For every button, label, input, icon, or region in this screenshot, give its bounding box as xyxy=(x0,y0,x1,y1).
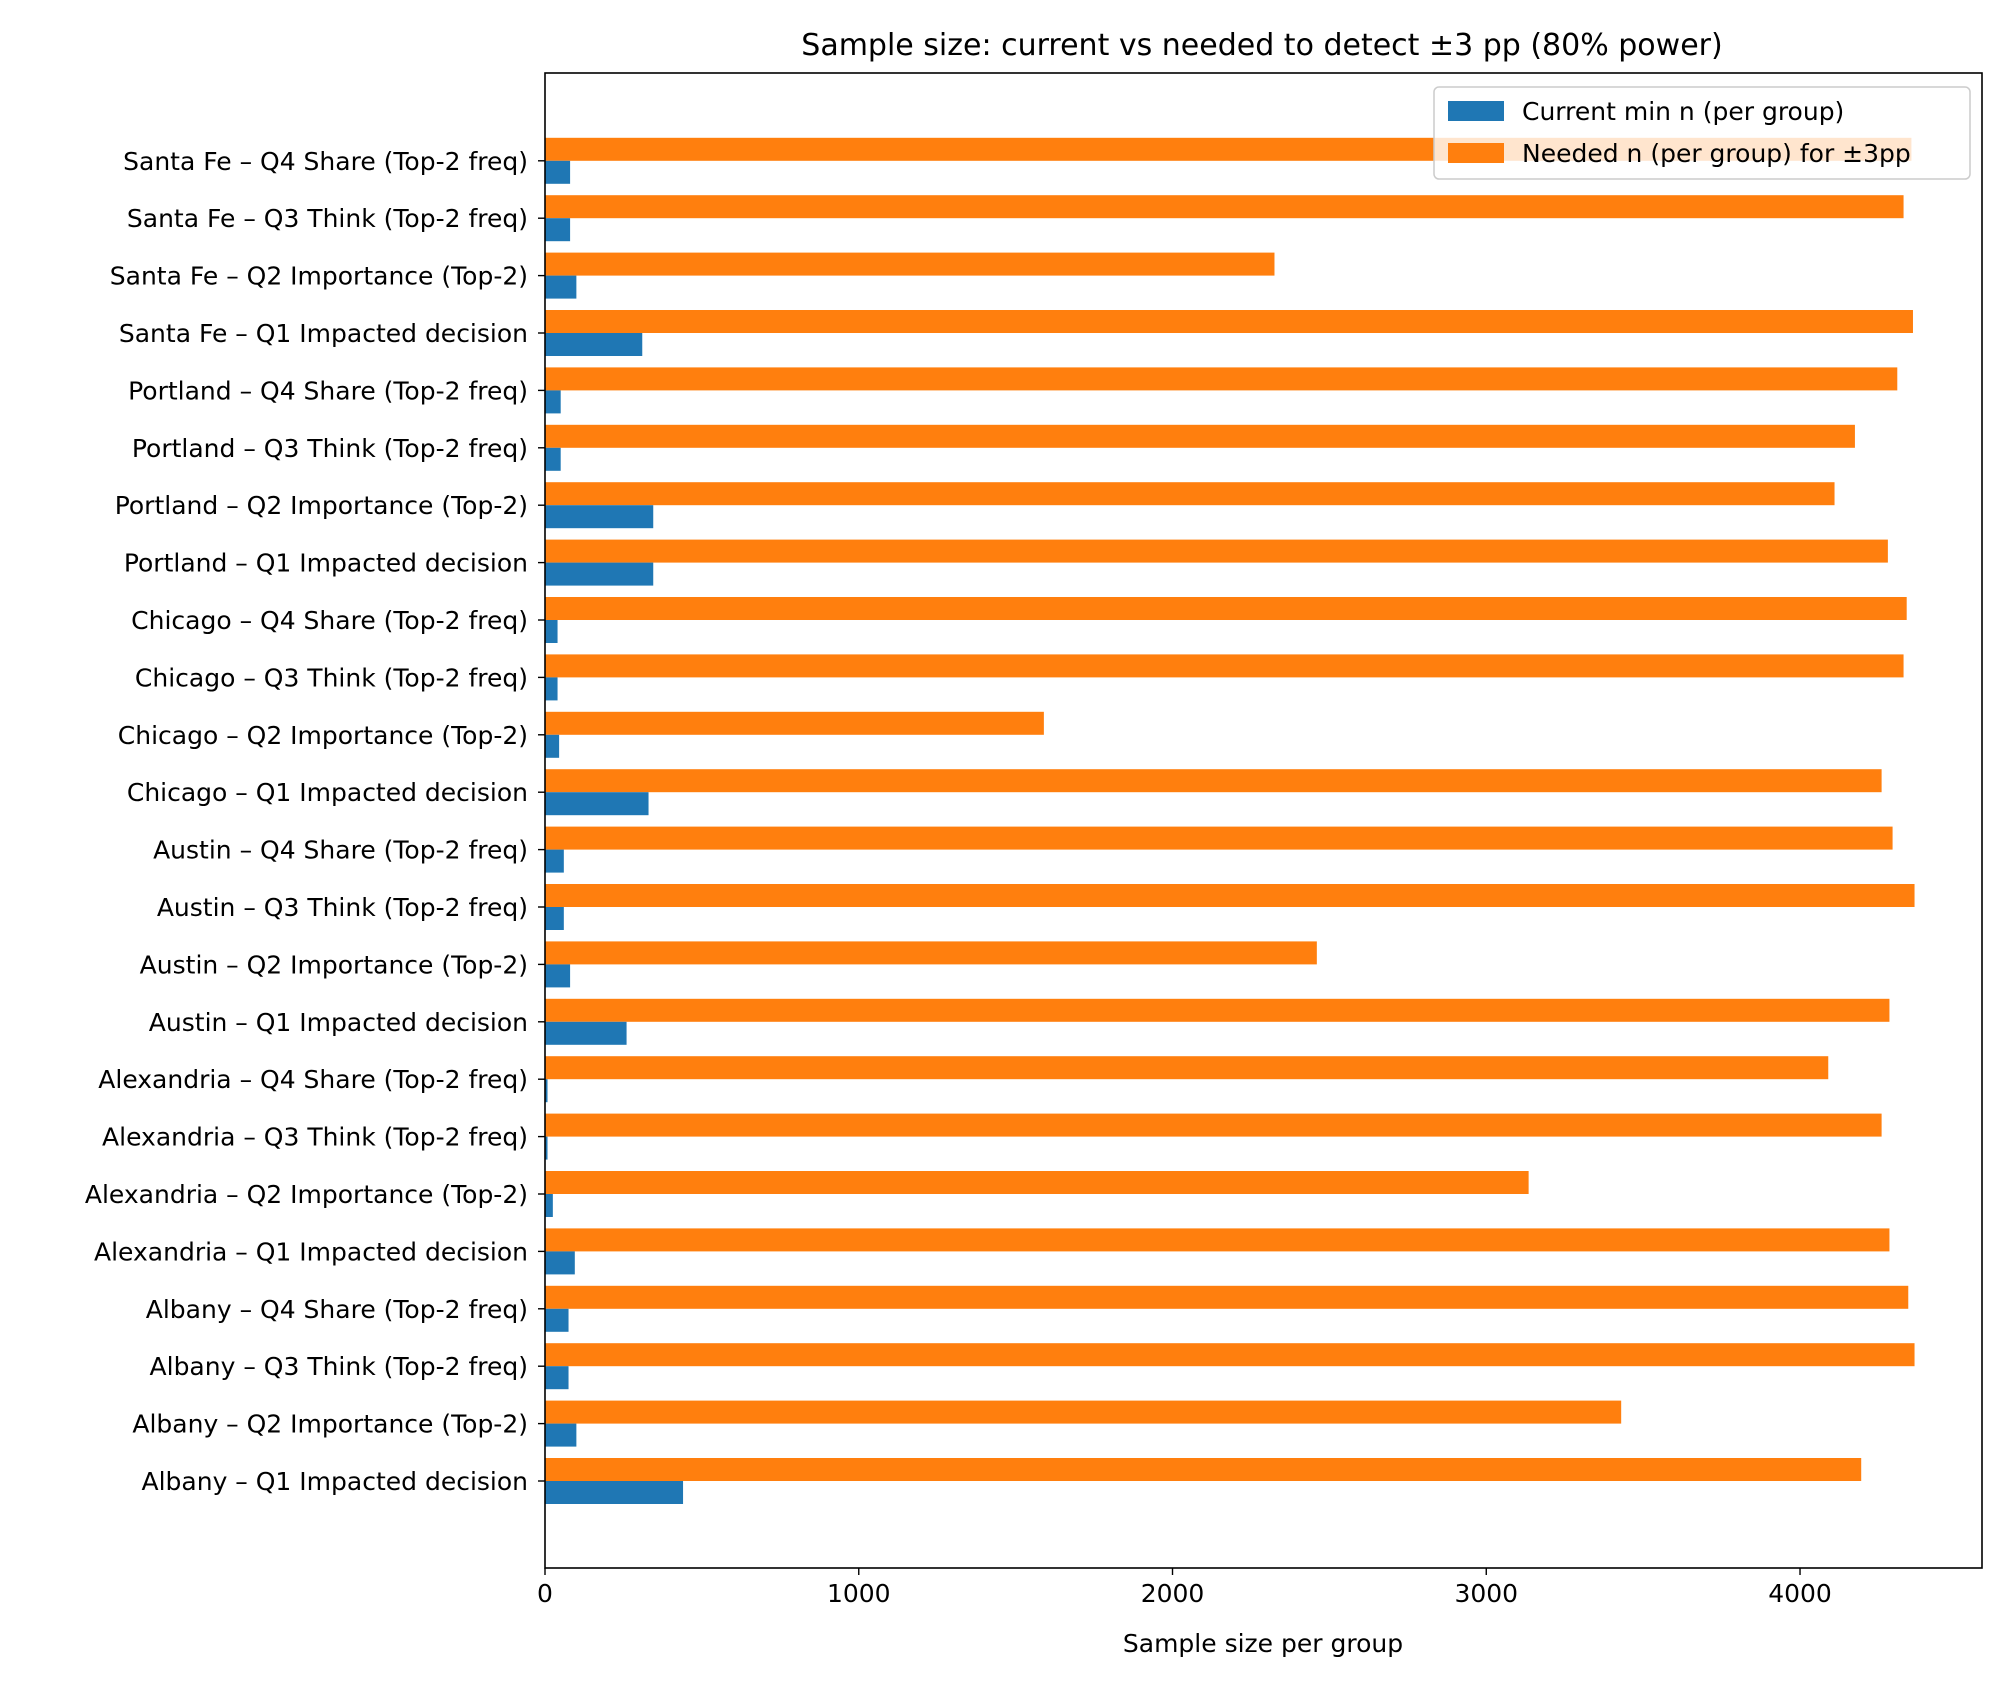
bar-current xyxy=(545,1194,553,1217)
bar-current xyxy=(545,1021,627,1045)
legend: Current min n (per group) Needed n (per g… xyxy=(1433,86,1971,180)
y-tick-label: Alexandria – Q1 Impacted decision xyxy=(94,1237,528,1266)
bar-needed xyxy=(545,711,1044,735)
x-axis: 0 1000 2000 3000 4000 xyxy=(537,1568,1832,1608)
legend-swatch-needed xyxy=(1448,143,1504,163)
legend-label-current: Current min n (per group) xyxy=(1522,97,1844,126)
bar-needed xyxy=(545,1458,1862,1481)
bar-needed xyxy=(545,884,1915,907)
bar-current xyxy=(545,1079,548,1103)
bar-current xyxy=(545,505,654,529)
bar-needed xyxy=(545,1228,1890,1252)
legend-label-needed: Needed n (per group) for ±3pp xyxy=(1522,139,1911,168)
bar-current xyxy=(545,1366,569,1390)
y-tick-label: Santa Fe – Q2 Importance (Top-2) xyxy=(110,262,528,291)
bar-current xyxy=(545,562,654,586)
bar-current xyxy=(545,620,558,643)
bar-needed xyxy=(545,1056,1829,1080)
y-tick-label: Santa Fe – Q1 Impacted decision xyxy=(119,319,528,348)
bar-needed xyxy=(545,597,1907,620)
y-tick-label: Albany – Q1 Impacted decision xyxy=(141,1467,528,1496)
bar-needed xyxy=(545,310,1913,333)
bar-current xyxy=(545,792,649,816)
bar-needed xyxy=(545,826,1893,850)
bar-current xyxy=(545,218,571,242)
y-tick-label: Santa Fe – Q4 Share (Top-2 freq) xyxy=(123,147,528,176)
bar-current xyxy=(545,333,643,356)
bar-needed xyxy=(545,654,1904,678)
y-tick-label: Chicago – Q1 Impacted decision xyxy=(127,778,528,807)
plot-frame xyxy=(544,72,1983,1569)
y-tick-label: Chicago – Q2 Importance (Top-2) xyxy=(118,721,528,750)
x-tick-label: 4000 xyxy=(1768,1579,1832,1608)
bar-needed xyxy=(545,769,1882,793)
bar-needed xyxy=(545,539,1888,563)
bar-current xyxy=(545,390,561,414)
y-tick-label: Austin – Q4 Share (Top-2 freq) xyxy=(153,836,528,865)
y-tick-label: Alexandria – Q4 Share (Top-2 freq) xyxy=(98,1065,528,1094)
legend-box xyxy=(1433,86,1971,180)
bar-current xyxy=(545,964,571,988)
bar-current xyxy=(545,849,564,873)
bar-current xyxy=(545,1136,548,1160)
y-tick-label: Albany – Q2 Importance (Top-2) xyxy=(132,1410,528,1439)
bar-current xyxy=(545,1251,575,1275)
y-tick-label: Portland – Q2 Importance (Top-2) xyxy=(115,491,528,520)
y-tick-label: Alexandria – Q2 Importance (Top-2) xyxy=(85,1180,528,1209)
bar-current xyxy=(545,1308,569,1332)
x-tick-label: 2000 xyxy=(1141,1579,1205,1608)
bar-current xyxy=(545,734,560,758)
bar-needed xyxy=(545,252,1275,276)
bar-current xyxy=(545,1481,684,1504)
y-tick-label: Santa Fe – Q3 Think (Top-2 freq) xyxy=(127,204,528,233)
bar-current xyxy=(545,160,571,184)
y-tick-label: Chicago – Q4 Share (Top-2 freq) xyxy=(131,606,528,635)
y-tick-label: Alexandria – Q3 Think (Top-2 freq) xyxy=(102,1123,528,1152)
y-tick-label: Portland – Q3 Think (Top-2 freq) xyxy=(132,434,528,463)
bar-current xyxy=(545,907,564,930)
y-tick-label: Austin – Q1 Impacted decision xyxy=(149,1008,528,1037)
bar-current xyxy=(545,1423,577,1447)
y-tick-label: Portland – Q4 Share (Top-2 freq) xyxy=(128,376,528,405)
bar-current xyxy=(545,447,561,471)
bar-needed xyxy=(545,1285,1909,1309)
bar-needed xyxy=(545,424,1855,448)
bar-needed xyxy=(545,1113,1882,1137)
bar-needed xyxy=(545,998,1890,1022)
bar-needed xyxy=(545,195,1904,219)
bar-needed xyxy=(545,1171,1529,1194)
y-tick-label: Albany – Q3 Think (Top-2 freq) xyxy=(150,1352,528,1381)
bars-layer xyxy=(545,137,1915,1504)
bar-needed xyxy=(545,482,1835,506)
x-tick-label: 0 xyxy=(537,1579,553,1608)
bar-needed xyxy=(545,1400,1622,1424)
y-axis: Albany – Q1 Impacted decision Albany – Q2… xyxy=(85,147,545,1496)
x-tick-label: 3000 xyxy=(1454,1579,1518,1608)
legend-swatch-current xyxy=(1448,101,1504,121)
bar-needed xyxy=(545,367,1898,391)
y-tick-label: Chicago – Q3 Think (Top-2 freq) xyxy=(135,663,528,692)
x-axis-label: Sample size per group xyxy=(1123,1629,1403,1658)
y-tick-label: Austin – Q2 Importance (Top-2) xyxy=(140,950,528,979)
y-tick-label: Portland – Q1 Impacted decision xyxy=(124,549,528,578)
bar-current xyxy=(545,275,577,299)
y-tick-label: Austin – Q3 Think (Top-2 freq) xyxy=(157,893,528,922)
bar-needed xyxy=(545,1343,1915,1367)
x-tick-label: 1000 xyxy=(827,1579,891,1608)
y-tick-label: Albany – Q4 Share (Top-2 freq) xyxy=(146,1295,528,1324)
chart-title: Sample size: current vs needed to detect… xyxy=(801,28,1722,63)
bar-current xyxy=(545,677,558,701)
bar-needed xyxy=(545,941,1317,965)
